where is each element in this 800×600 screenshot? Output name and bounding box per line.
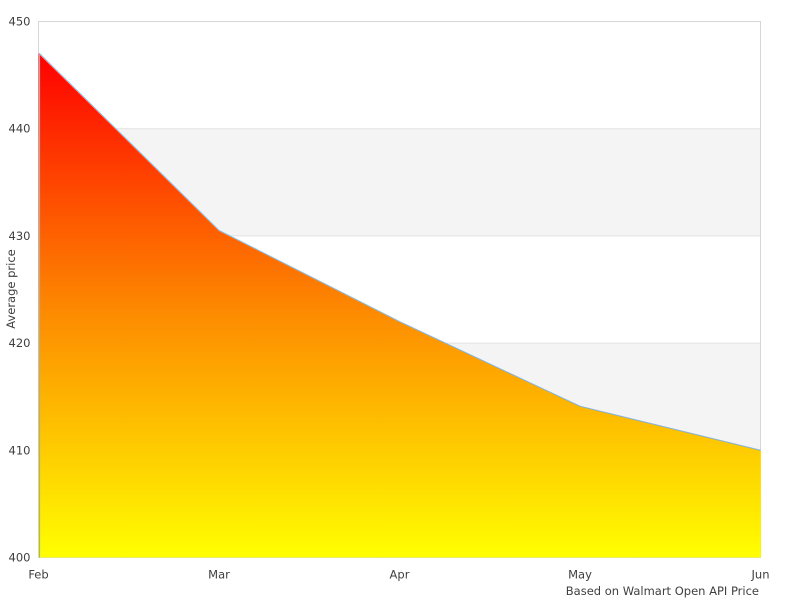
y-tick-label: 420 [9,336,31,350]
price-line [38,53,761,558]
y-tick-label: 430 [9,229,31,243]
x-tick-label: Feb [28,568,48,582]
price-area [38,53,761,558]
chart-source-caption: Based on Walmart Open API Price [565,584,759,598]
y-tick-label: 410 [9,443,31,457]
y-axis-title: Average price [4,249,18,329]
x-tick-label: Mar [208,568,230,582]
x-tick-label: Jun [751,568,770,582]
x-tick-label: Apr [390,568,410,582]
x-tick-label: May [568,568,592,582]
y-tick-label: 440 [9,122,31,136]
plot-band [38,21,761,129]
y-tick-label: 400 [9,551,31,565]
y-tick-label: 450 [9,15,31,29]
